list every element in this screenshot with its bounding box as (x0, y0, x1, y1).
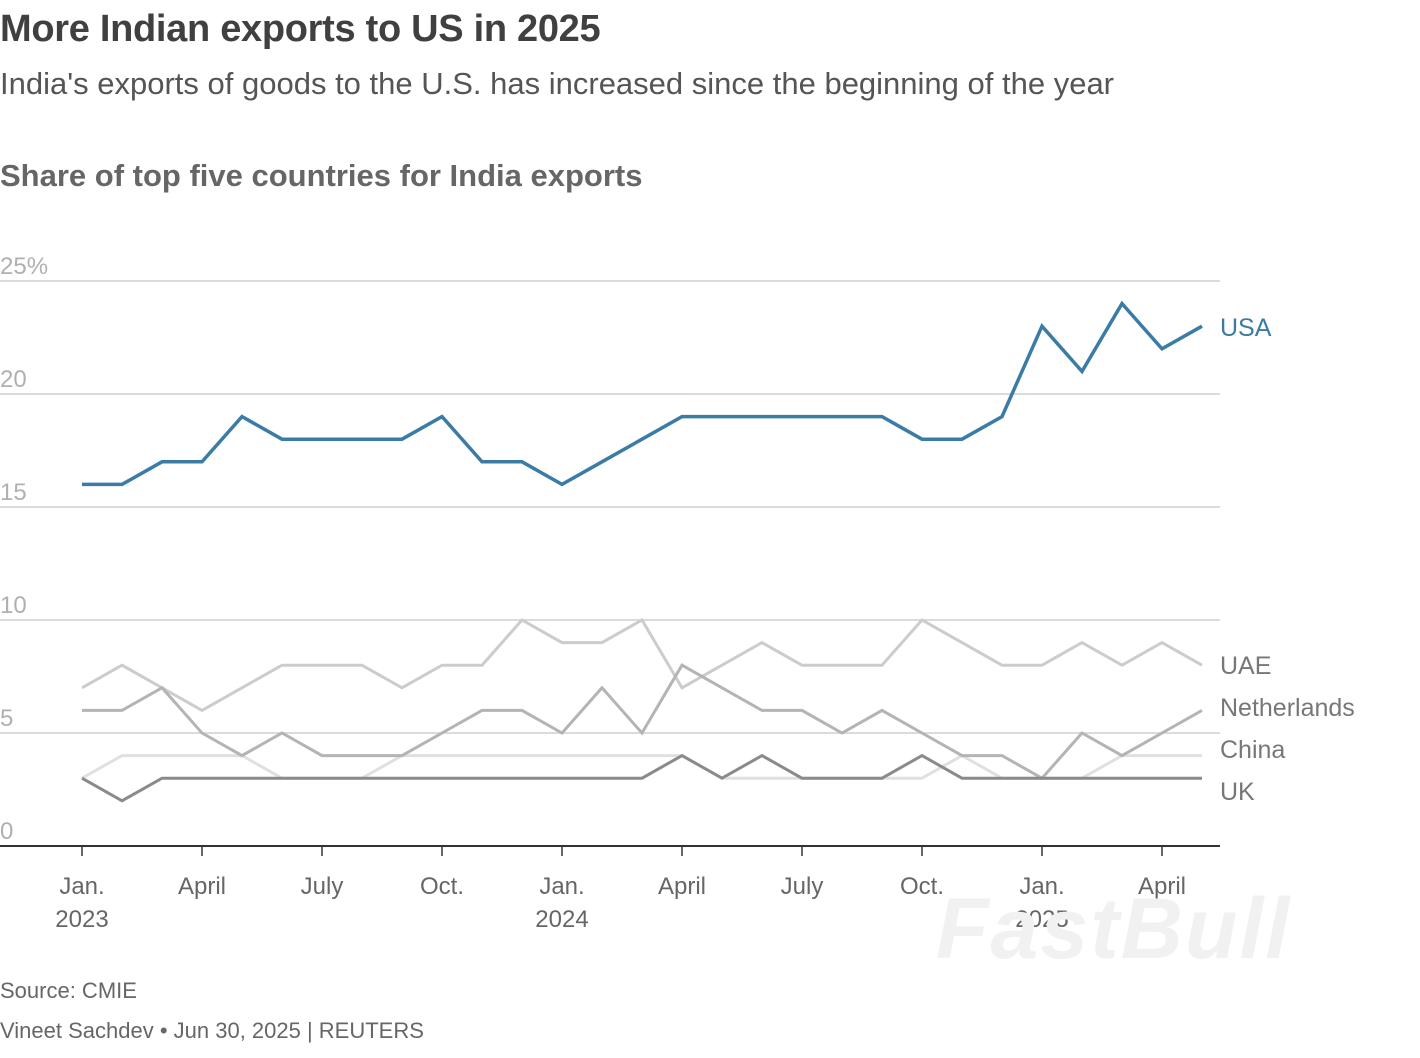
chart-heading: Share of top five countries for India ex… (0, 158, 643, 193)
x-tick-label: Oct. (420, 873, 464, 900)
watermark-logo: FastBull (936, 881, 1292, 977)
y-tick-label: 25% (0, 253, 48, 280)
series-label-usa: USA (1220, 314, 1272, 342)
chart-subtitle: India's exports of goods to the U.S. has… (0, 66, 1115, 101)
series-label-uk: UK (1220, 778, 1255, 806)
x-tick-label: Oct. (900, 873, 944, 900)
series-label-uae: UAE (1220, 652, 1271, 680)
x-axis: Jan. 2023 April July Oct. Jan. 2024 April July Oc… (0, 845, 1220, 933)
x-tick-label: July (781, 873, 824, 900)
series-line-uk (81, 753, 1202, 803)
series-line-netherlands (82, 663, 1203, 781)
x-tick-label: April (658, 873, 706, 900)
series-line-usa (82, 300, 1203, 487)
y-tick-label: 10 (0, 592, 27, 619)
byline: Vineet Sachdev • Jun 30, 2025 | REUTERS (0, 1018, 424, 1043)
x-tick-label: Jan. (1019, 873, 1064, 900)
source-note: Source: CMIE (0, 978, 137, 1003)
series-label-netherlands: Netherlands (1220, 694, 1355, 722)
chart-title: More Indian exports to US in 2025 (0, 8, 601, 50)
y-tick-label: 0 (0, 818, 13, 845)
series-line-uae (81, 617, 1203, 713)
y-axis-tick-labels: 0 5 10 15 20 25% (0, 253, 48, 845)
line-chart: 0 5 10 15 20 25% Jan. 2023 April July Oct. Jan. 202… (0, 253, 1355, 933)
x-tick-label: July (301, 873, 344, 900)
x-tick-label: Jan. (539, 873, 584, 900)
x-tick-year-label: 2025 (1015, 906, 1068, 933)
series-label-china: China (1220, 736, 1285, 764)
y-tick-label: 20 (0, 366, 27, 393)
y-tick-label: 15 (0, 479, 27, 506)
series-lines (81, 300, 1203, 803)
gridlines (0, 280, 1220, 734)
x-tick-label: Jan. (59, 873, 104, 900)
series-labels: UAE China Netherlands UK USA (1220, 314, 1355, 806)
x-tick-label: April (1138, 873, 1186, 900)
x-tick-year-label: 2023 (55, 906, 108, 933)
x-tick-label: April (178, 873, 226, 900)
x-tick-year-label: 2024 (535, 906, 588, 933)
y-tick-label: 5 (0, 705, 13, 732)
